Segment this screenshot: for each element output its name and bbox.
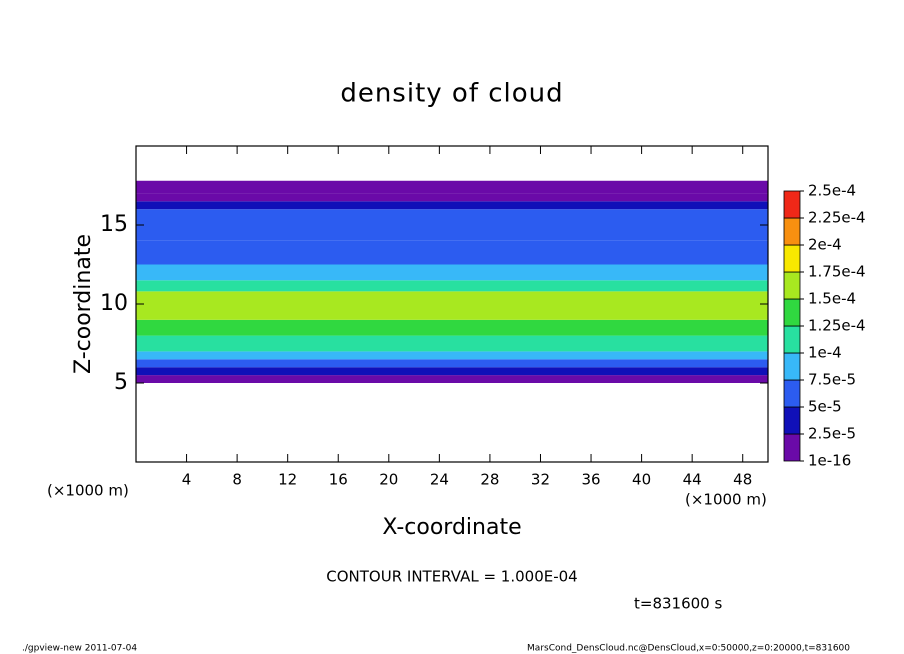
density-band bbox=[136, 359, 768, 368]
colorbar-label: 1.5e-4 bbox=[808, 290, 856, 308]
y-tick-label: 5 bbox=[114, 370, 128, 395]
x-tick-label: 48 bbox=[733, 471, 752, 489]
colorbar-label: 7.5e-5 bbox=[808, 371, 856, 389]
x-tick-label: 4 bbox=[182, 471, 192, 489]
y-axis-label: Z-coordinate bbox=[71, 234, 96, 374]
density-band bbox=[136, 304, 768, 320]
colorbar-box bbox=[783, 217, 801, 246]
density-band bbox=[136, 335, 768, 352]
x-tick-label: 44 bbox=[683, 471, 702, 489]
y-tick-label: 15 bbox=[100, 212, 128, 237]
y-unit-label: (×1000 m) bbox=[47, 482, 129, 500]
colorbar-box bbox=[783, 190, 801, 219]
density-band bbox=[136, 264, 768, 281]
time-label: t=831600 s bbox=[634, 595, 722, 613]
x-unit-label: (×1000 m) bbox=[685, 491, 767, 509]
colorbar-box bbox=[783, 271, 801, 300]
colorbar-box bbox=[783, 325, 801, 354]
footer-right: MarsCond_DensCloud.nc@DensCloud,x=0:5000… bbox=[527, 644, 850, 654]
field bbox=[136, 180, 768, 383]
x-tick-label: 20 bbox=[379, 471, 398, 489]
x-axis-label: X-coordinate bbox=[382, 515, 521, 540]
axes: 4 8 12 16 20 24 28 32 36 40 44 48510151e-162.5e-55e… bbox=[100, 145, 866, 489]
colorbar-label: 2.5e-5 bbox=[808, 425, 856, 443]
colorbar-label: 1e-16 bbox=[808, 452, 851, 470]
x-tick-label: 32 bbox=[531, 471, 550, 489]
density-band bbox=[136, 367, 768, 376]
density-band bbox=[136, 375, 768, 383]
x-tick-label: 8 bbox=[232, 471, 242, 489]
density-band bbox=[136, 180, 768, 194]
colorbar-box bbox=[783, 406, 801, 435]
colorbar-label: 1.25e-4 bbox=[808, 317, 866, 335]
density-band bbox=[136, 209, 768, 241]
colorbar-label: 1e-4 bbox=[808, 344, 842, 362]
x-tick-label: 12 bbox=[278, 471, 297, 489]
y-tick-label: 10 bbox=[100, 291, 128, 316]
colorbar-box bbox=[783, 244, 801, 273]
footer-left: ./gpview-new 2011-07-04 bbox=[22, 644, 137, 654]
chart-title: density of cloud bbox=[340, 79, 563, 109]
colorbar-label: 5e-5 bbox=[808, 398, 842, 416]
colorbar-box bbox=[783, 352, 801, 381]
x-tick-label: 28 bbox=[480, 471, 499, 489]
colorbar-box bbox=[783, 433, 801, 462]
density-band bbox=[136, 193, 768, 202]
colorbar-label: 2e-4 bbox=[808, 236, 842, 254]
density-band bbox=[136, 240, 768, 265]
colorbar-box bbox=[783, 379, 801, 408]
density-band bbox=[136, 319, 768, 336]
density-band bbox=[136, 351, 768, 360]
density-band bbox=[136, 291, 768, 304]
density-band bbox=[136, 280, 768, 292]
colorbar-label: 2.25e-4 bbox=[808, 209, 866, 227]
colorbar-box bbox=[783, 298, 801, 327]
colorbar-label: 1.75e-4 bbox=[808, 263, 866, 281]
contour-interval: CONTOUR INTERVAL = 1.000E-04 bbox=[326, 568, 577, 586]
x-tick-label: 40 bbox=[632, 471, 651, 489]
x-tick-label: 24 bbox=[430, 471, 449, 489]
colorbar-label: 2.5e-4 bbox=[808, 182, 856, 200]
x-tick-label: 16 bbox=[329, 471, 348, 489]
density-band bbox=[136, 201, 768, 210]
x-tick-label: 36 bbox=[581, 471, 600, 489]
